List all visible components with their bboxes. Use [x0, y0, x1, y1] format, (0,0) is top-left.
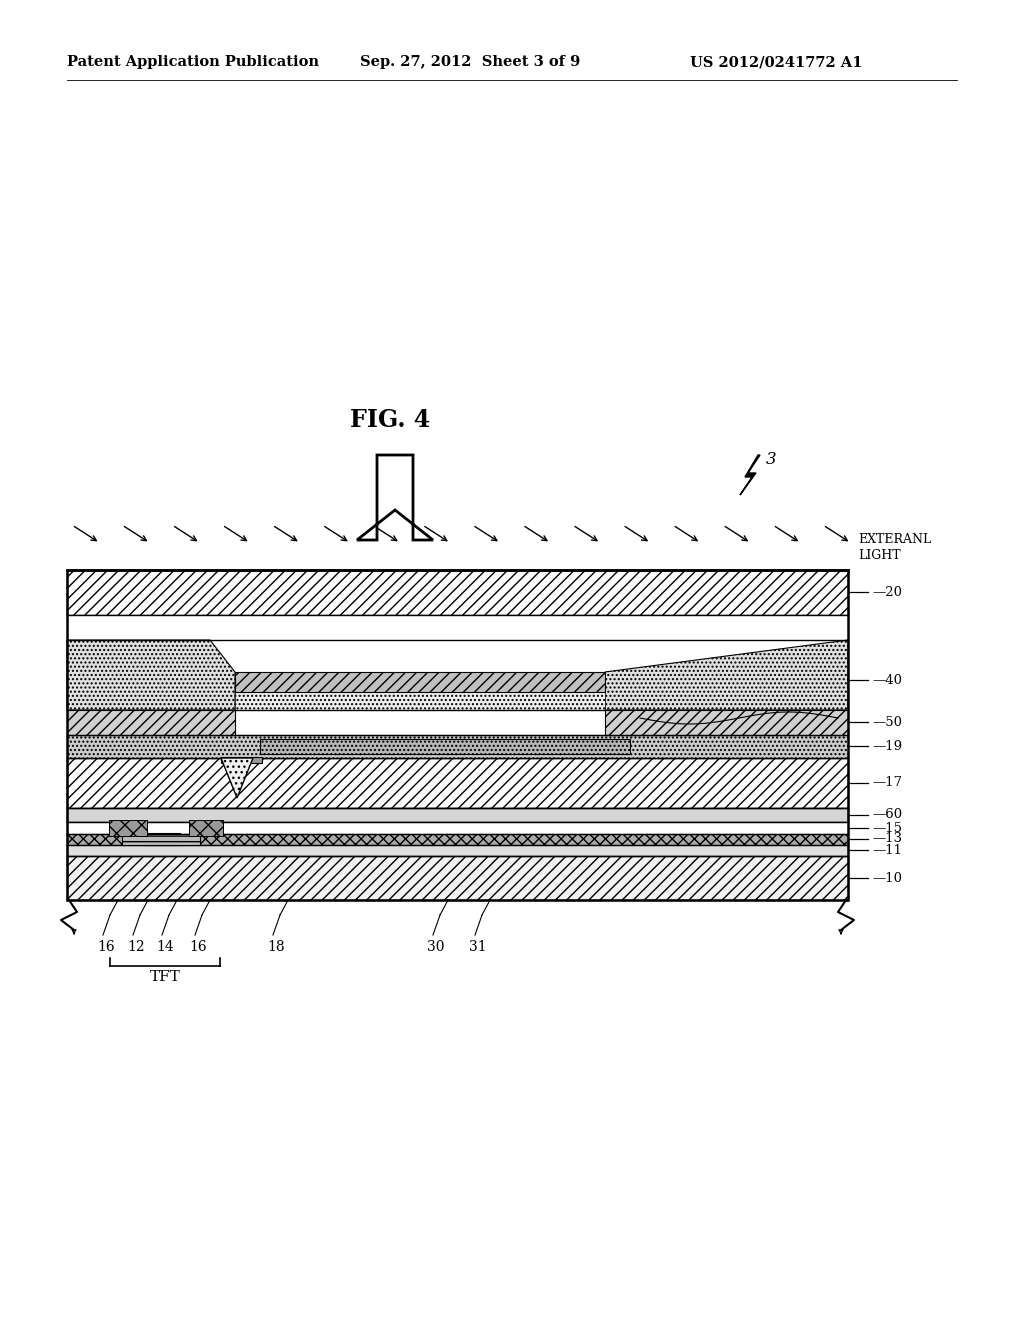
Text: 18: 18 — [267, 940, 285, 954]
Bar — [234, 672, 605, 692]
Polygon shape — [67, 640, 234, 710]
Text: US 2012/0241772 A1: US 2012/0241772 A1 — [690, 55, 862, 69]
Text: 16: 16 — [189, 940, 207, 954]
Bar — [67, 855, 848, 900]
Text: —60: —60 — [872, 808, 902, 821]
Text: —10: —10 — [872, 871, 902, 884]
Text: —13: —13 — [872, 833, 902, 846]
Bar — [142, 833, 180, 845]
Text: Patent Application Publication: Patent Application Publication — [67, 55, 319, 69]
Text: —15: —15 — [872, 821, 902, 834]
Bar — [260, 739, 630, 754]
Bar — [67, 808, 848, 822]
Text: 14: 14 — [156, 940, 174, 954]
Bar — [67, 735, 848, 758]
Polygon shape — [221, 758, 253, 799]
Text: 3: 3 — [766, 451, 776, 469]
Bar — [117, 824, 141, 832]
Text: —20: —20 — [872, 586, 902, 598]
Bar — [67, 758, 848, 808]
Text: FIG. 4: FIG. 4 — [350, 408, 430, 432]
Bar — [605, 710, 848, 735]
Bar — [67, 615, 848, 640]
Text: 30: 30 — [427, 940, 444, 954]
Bar — [67, 570, 848, 615]
Bar — [109, 820, 147, 836]
Bar — [195, 824, 219, 832]
Text: —11: —11 — [872, 843, 902, 857]
Text: —19: —19 — [872, 739, 902, 752]
Bar — [221, 756, 262, 763]
Polygon shape — [740, 455, 760, 495]
Bar — [67, 845, 848, 855]
Bar — [67, 822, 848, 834]
Text: EXTERANL
LIGHT: EXTERANL LIGHT — [858, 533, 931, 562]
Text: —40: —40 — [872, 673, 902, 686]
Text: —50: —50 — [872, 715, 902, 729]
Text: 16: 16 — [97, 940, 115, 954]
Polygon shape — [605, 640, 848, 710]
Polygon shape — [357, 455, 433, 540]
Bar — [67, 710, 234, 735]
Text: 12: 12 — [127, 940, 144, 954]
Bar — [67, 834, 848, 845]
Text: Sep. 27, 2012  Sheet 3 of 9: Sep. 27, 2012 Sheet 3 of 9 — [360, 55, 581, 69]
Text: —17: —17 — [872, 776, 902, 789]
Text: TFT: TFT — [150, 970, 180, 983]
Bar — [189, 820, 223, 836]
Text: 31: 31 — [469, 940, 486, 954]
Bar — [234, 672, 605, 710]
Bar — [67, 570, 848, 900]
Bar — [122, 834, 200, 845]
